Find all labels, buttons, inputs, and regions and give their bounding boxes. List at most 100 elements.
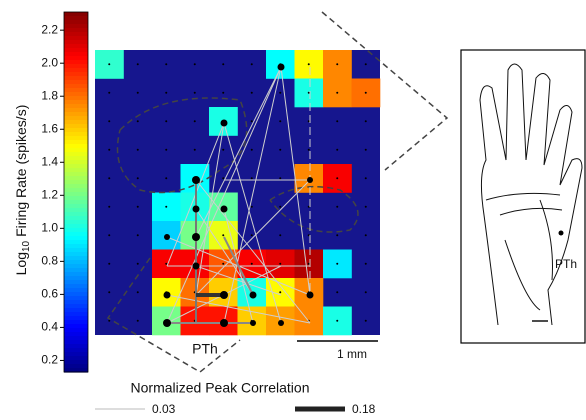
grid-dot (365, 120, 367, 122)
colorbar-step (64, 40, 88, 45)
grid-dot (251, 92, 253, 94)
colorbar-step (64, 128, 88, 133)
colorbar-step (64, 112, 88, 117)
grid-dot (108, 206, 110, 208)
colorbar-step (64, 172, 88, 177)
colorbar-step (64, 20, 88, 25)
grid-dot (137, 320, 139, 322)
grid-dot (194, 63, 196, 65)
colorbar-step (64, 76, 88, 81)
colorbar-step (64, 300, 88, 305)
grid-dot (365, 63, 367, 65)
legend-title: Normalized Peak Correlation (131, 380, 310, 396)
node (307, 177, 313, 183)
grid-dot (165, 120, 167, 122)
node (250, 292, 257, 299)
grid-dot (251, 63, 253, 65)
colorbar-step (64, 360, 88, 365)
heatmap (95, 50, 380, 335)
grid-dot (336, 263, 338, 265)
colorbar-step (64, 220, 88, 225)
colorbar-step (64, 164, 88, 169)
grid-dot (108, 177, 110, 179)
node (164, 292, 171, 299)
grid-dot (365, 291, 367, 293)
colorbar-step (64, 332, 88, 337)
colorbar-step (64, 196, 88, 201)
grid-dot (251, 234, 253, 236)
node (193, 263, 200, 270)
grid-dot (308, 120, 310, 122)
grid-dot (279, 149, 281, 151)
grid-dot (137, 120, 139, 122)
colorbar-step (64, 36, 88, 41)
hand-outline (480, 64, 582, 325)
colorbar-step (64, 144, 88, 149)
colorbar-step (64, 68, 88, 73)
colorbar-step (64, 268, 88, 273)
colorbar-label: Log10Firing Rate (spikes/s) (13, 105, 32, 276)
node (278, 320, 284, 326)
colorbar-step (64, 152, 88, 157)
grid-dot (308, 234, 310, 236)
node (221, 120, 228, 127)
grid-dot (137, 92, 139, 94)
grid-dot (365, 206, 367, 208)
grid-dot (279, 120, 281, 122)
colorbar-tick-label: 1.6 (41, 121, 58, 135)
colorbar-step (64, 32, 88, 37)
colorbar-step (64, 108, 88, 113)
grid-dot (137, 234, 139, 236)
colorbar-step (64, 84, 88, 89)
colorbar-step (64, 48, 88, 53)
colorbar-step (64, 124, 88, 129)
colorbar-step (64, 292, 88, 297)
grid-dot (279, 206, 281, 208)
grid-dot (108, 234, 110, 236)
node (193, 206, 200, 213)
label-part: Log (13, 252, 29, 275)
grid-dot (165, 149, 167, 151)
colorbar-step (64, 256, 88, 261)
colorbar-step (64, 92, 88, 97)
colorbar-tick-label: 0.2 (41, 353, 58, 367)
region-label: PTh (192, 341, 218, 357)
colorbar-step (64, 208, 88, 213)
colorbar-step (64, 304, 88, 309)
grid-dot (308, 206, 310, 208)
node (278, 64, 285, 71)
colorbar-step (64, 80, 88, 85)
grid-dot (165, 206, 167, 208)
node (307, 292, 314, 299)
figure: 0.20.40.60.81.01.21.41.61.82.02.2 Log10F… (0, 0, 586, 420)
colorbar-step (64, 364, 88, 369)
grid-dot (336, 320, 338, 322)
colorbar-step (64, 28, 88, 33)
colorbar-step (64, 180, 88, 185)
colorbar-step (64, 232, 88, 237)
grid-dot (194, 92, 196, 94)
colorbar-step (64, 60, 88, 65)
grid-dot (251, 206, 253, 208)
grid-dot (108, 92, 110, 94)
node (192, 233, 200, 241)
grid-dot (137, 206, 139, 208)
grid-dot (165, 263, 167, 265)
grid-dot (279, 92, 281, 94)
grid-dot (308, 92, 310, 94)
grid-dot (365, 92, 367, 94)
grid-dot (336, 234, 338, 236)
grid-dot (165, 92, 167, 94)
grid-dot (365, 234, 367, 236)
grid-dot (222, 149, 224, 151)
grid-dot (137, 263, 139, 265)
colorbar-step (64, 240, 88, 245)
colorbar-step (64, 316, 88, 321)
colorbar-step (64, 308, 88, 313)
colorbar-step (64, 284, 88, 289)
grid-dot (137, 177, 139, 179)
colorbar-tick-label: 2.0 (41, 55, 58, 69)
colorbar-step (64, 88, 88, 93)
colorbar-step (64, 248, 88, 253)
grid-dot (336, 92, 338, 94)
